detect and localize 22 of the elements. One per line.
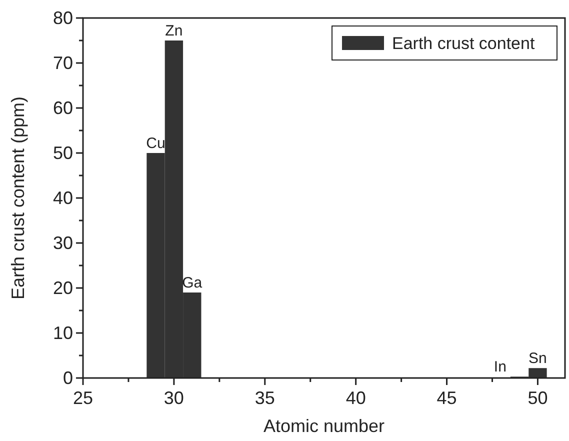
x-tick-label: 45 bbox=[436, 388, 457, 408]
y-tick-label: 0 bbox=[62, 368, 73, 388]
x-axis-title: Atomic number bbox=[263, 416, 385, 436]
annotation: Cu bbox=[146, 135, 166, 152]
y-axis-title: Earth crust content (ppm) bbox=[8, 96, 28, 300]
x-tick-label: 25 bbox=[72, 388, 94, 408]
x-tick-label: 50 bbox=[528, 388, 548, 408]
y-tick-label: 40 bbox=[52, 188, 73, 208]
y-tick-label: 50 bbox=[52, 143, 73, 163]
y-tick-label: 60 bbox=[52, 98, 73, 118]
annotation: Sn bbox=[528, 350, 547, 368]
y-tick-label: 30 bbox=[52, 233, 73, 253]
y-tick-label: 80 bbox=[52, 8, 73, 28]
x-tick-label: 35 bbox=[254, 388, 275, 408]
annotation: Zn bbox=[165, 22, 183, 40]
y-tick-label: 70 bbox=[52, 53, 73, 73]
legend-label: Earth crust content bbox=[392, 34, 535, 53]
y-tick-label: 10 bbox=[52, 323, 73, 343]
x-tick-label: 30 bbox=[164, 388, 184, 408]
y-tick-label: 20 bbox=[52, 278, 73, 298]
x-tick-label: 40 bbox=[346, 388, 366, 408]
annotation: In bbox=[494, 358, 506, 376]
